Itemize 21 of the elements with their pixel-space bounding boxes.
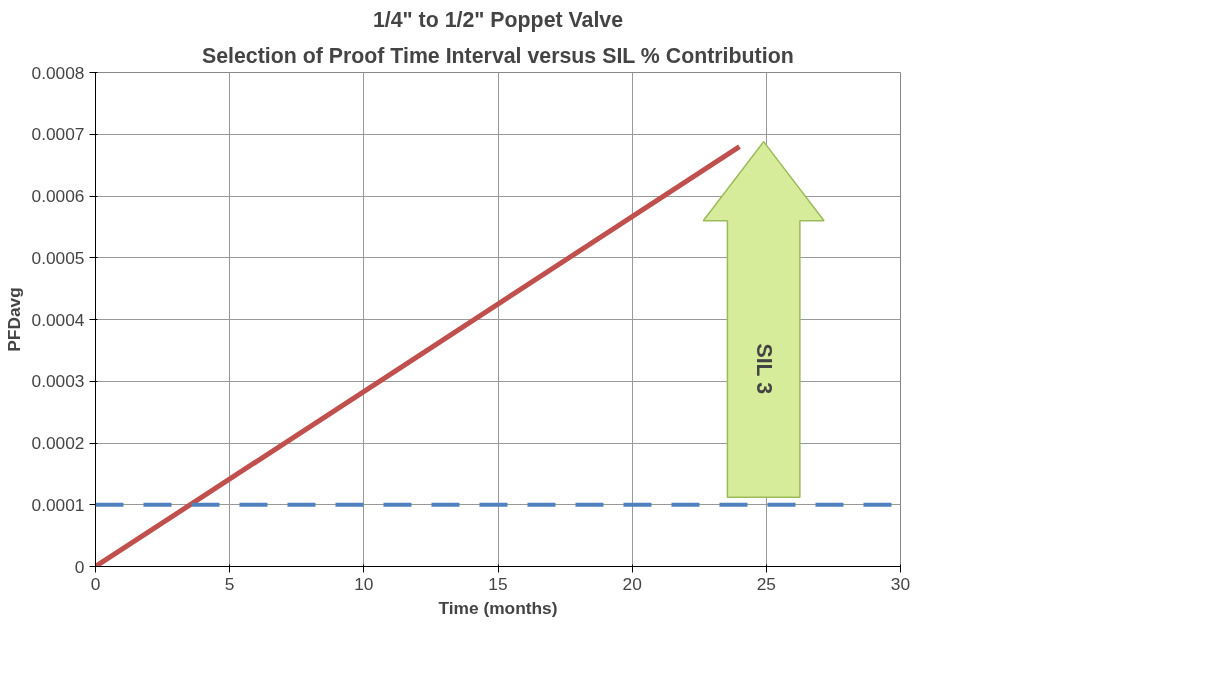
x-axis-title: Time (months)	[438, 597, 558, 618]
y-tick-label: 0.0003	[31, 371, 85, 392]
y-axis-title: PFDavg	[3, 287, 24, 352]
y-tick-label: 0.0002	[31, 433, 85, 453]
y-tick-label: 0.0005	[31, 247, 85, 268]
annotation: SIL 3	[751, 343, 776, 395]
x-tick-label: 20	[622, 573, 642, 594]
y-tick-label: 0.0004	[31, 309, 85, 330]
y-tick-label: 0.0006	[31, 186, 85, 206]
x-tick-label: 5	[224, 573, 235, 594]
y-tick-label: 0.0007	[31, 124, 85, 145]
y-tick-label: 0	[74, 556, 85, 577]
chart-subtitle: Selection of Proof Time Interval versus SIL % Contribution	[201, 43, 794, 68]
chart-title: 1/4" to 1/2" Poppet Valve	[372, 7, 624, 32]
x-tick-label: 10	[354, 573, 374, 594]
y-tick-label: 0.0001	[31, 494, 85, 515]
x-tick-label: 0	[90, 573, 101, 594]
y-tick-label: 0.0008	[31, 62, 85, 83]
x-tick-label: 25	[756, 573, 776, 594]
x-tick-label: 30	[890, 573, 911, 594]
x-tick-label: 15	[488, 573, 508, 594]
